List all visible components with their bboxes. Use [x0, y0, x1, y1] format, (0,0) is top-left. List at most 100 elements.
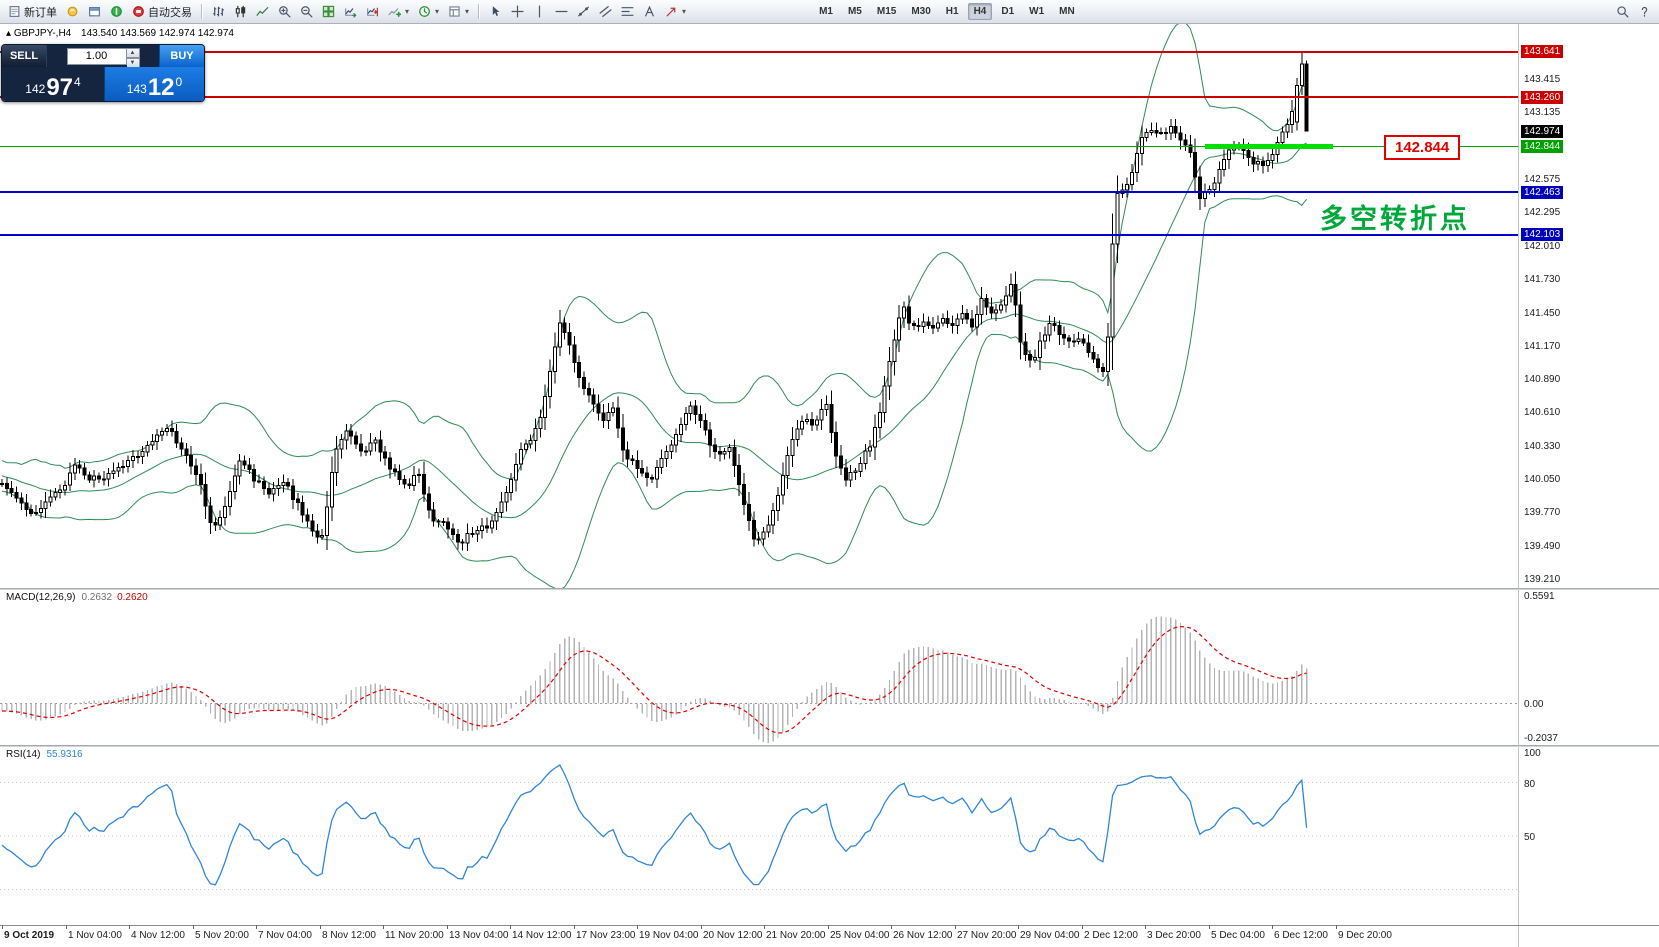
time-tick [2, 925, 3, 929]
channel-button[interactable] [595, 2, 616, 22]
periods-button[interactable]: ▾ [414, 2, 443, 22]
symbol-marker-icon: ▴ [6, 28, 12, 39]
time-label: 29 Nov 04:00 [1020, 930, 1080, 941]
price-tick-label: 141.450 [1524, 308, 1561, 319]
time-label: 5 Nov 20:00 [195, 930, 249, 941]
vertical-line-button[interactable] [529, 2, 550, 22]
sell-price-whole: 142 [25, 82, 46, 96]
main-chart-canvas[interactable] [0, 24, 1518, 588]
clock-icon [419, 6, 430, 17]
time-label: 25 Nov 04:00 [830, 930, 890, 941]
timeframe-m30-button[interactable]: M30 [911, 6, 931, 17]
time-label: 1 Nov 04:00 [68, 930, 122, 941]
price-tick-label: 142.010 [1524, 241, 1561, 252]
horizontal-line-button[interactable] [551, 2, 572, 22]
timeframe-m5-button[interactable]: M5 [847, 6, 862, 17]
tile-icon [322, 5, 335, 18]
window-icon [89, 7, 100, 17]
time-label: 17 Nov 23:00 [576, 930, 636, 941]
arrow-icon [666, 7, 676, 17]
price-tick-label: 139.210 [1524, 574, 1561, 585]
time-tick [764, 925, 765, 929]
fibonacci-button[interactable] [617, 2, 638, 22]
search-button[interactable] [1612, 2, 1633, 22]
time-tick [701, 925, 702, 929]
new-order-icon [9, 6, 20, 17]
volume-input[interactable] [66, 47, 127, 65]
price-tick-label: 140.330 [1524, 441, 1561, 452]
text-button[interactable] [639, 2, 660, 22]
price-level-label[interactable]: 142.844 [1384, 135, 1461, 160]
text-icon [645, 5, 654, 17]
toolbar-button-label: 自动交易 [148, 6, 192, 19]
new-order-button[interactable]: 新订单 [4, 2, 61, 22]
volume-up-button[interactable]: ▲ [126, 47, 140, 58]
price-tick-label: 141.170 [1524, 341, 1561, 352]
candlestick-chart-button[interactable] [230, 2, 251, 22]
time-tick [256, 925, 257, 929]
chevron-down-icon: ▾ [405, 7, 410, 16]
buy-price-whole: 143 [126, 82, 147, 96]
pane-separator[interactable] [0, 745, 1659, 747]
buy-button[interactable]: BUY [159, 45, 204, 67]
price-badge: 142.844 [1521, 140, 1564, 153]
signals-button[interactable] [62, 2, 83, 22]
time-tick [1018, 925, 1019, 929]
indicators-button[interactable]: ▾ [384, 2, 413, 22]
buy-price-display: 143 12 0 [104, 67, 204, 101]
sell-price-point: 4 [74, 75, 81, 89]
rsi-pane-canvas[interactable] [0, 747, 1518, 925]
chevron-down-icon: ▾ [465, 7, 470, 16]
time-label: 8 Nov 12:00 [322, 930, 376, 941]
time-label: 4 Nov 12:00 [131, 930, 185, 941]
sell-price-display: 142 97 4 [2, 67, 104, 101]
time-tick [955, 925, 956, 929]
zoom-in-button[interactable] [274, 2, 295, 22]
price-badge: 142.974 [1521, 125, 1564, 138]
arrows-button[interactable]: ▾ [661, 2, 690, 22]
toolbar-separator [478, 4, 481, 19]
cursor-button[interactable] [485, 2, 506, 22]
price-tick-label: 139.770 [1524, 507, 1561, 518]
autotrading-button[interactable]: 自动交易 [128, 2, 196, 22]
data-window-button[interactable] [106, 2, 127, 22]
time-tick [320, 925, 321, 929]
time-label: 26 Nov 12:00 [893, 930, 953, 941]
timeframe-m1-button[interactable]: M1 [819, 6, 833, 17]
auto-scroll-button[interactable] [340, 2, 361, 22]
pane-separator[interactable] [0, 588, 1659, 590]
volume-down-button[interactable]: ▼ [126, 57, 140, 68]
timeframe-w1-button[interactable]: W1 [1029, 6, 1045, 17]
macd-pane-canvas[interactable] [0, 590, 1518, 745]
time-label: 14 Nov 12:00 [512, 930, 572, 941]
price-tick-label: 140.890 [1524, 374, 1561, 385]
timeframe-h1-button[interactable]: H1 [945, 6, 959, 17]
time-label: 27 Nov 20:00 [957, 930, 1017, 941]
help-button[interactable] [1634, 2, 1655, 22]
info-icon [111, 6, 122, 17]
ohlc-values: 143.540 143.569 142.974 142.974 [81, 28, 234, 39]
new-chart-button[interactable] [84, 2, 105, 22]
zoom-out-button[interactable] [296, 2, 317, 22]
timeframe-mn-button[interactable]: MN [1059, 6, 1075, 17]
timeframe-h4-button[interactable]: H4 [967, 3, 993, 20]
crosshair-button[interactable] [507, 2, 528, 22]
tile-windows-button[interactable] [318, 2, 339, 22]
time-label: 11 Nov 20:00 [385, 930, 444, 941]
line-chart-button[interactable] [252, 2, 273, 22]
timeframe-m15-button[interactable]: M15 [876, 6, 897, 17]
chevron-down-icon: ▾ [435, 7, 440, 16]
time-tick [891, 925, 892, 929]
price-badge: 143.260 [1521, 91, 1564, 104]
sell-button[interactable]: SELL [2, 45, 47, 67]
time-tick [383, 925, 384, 929]
trendline-button[interactable] [573, 2, 594, 22]
templates-button[interactable]: ▾ [444, 2, 473, 22]
time-tick [828, 925, 829, 929]
chart-shift-button[interactable] [362, 2, 383, 22]
time-label: 19 Nov 04:00 [639, 930, 699, 941]
bar-chart-button[interactable] [208, 2, 229, 22]
chart-text-annotation[interactable]: 多空转折点 [1320, 204, 1470, 234]
symbol-ohlc-line: ▴ GBPJPY-,H4 143.540 143.569 142.974 142… [6, 28, 234, 39]
timeframe-d1-button[interactable]: D1 [1001, 6, 1015, 17]
